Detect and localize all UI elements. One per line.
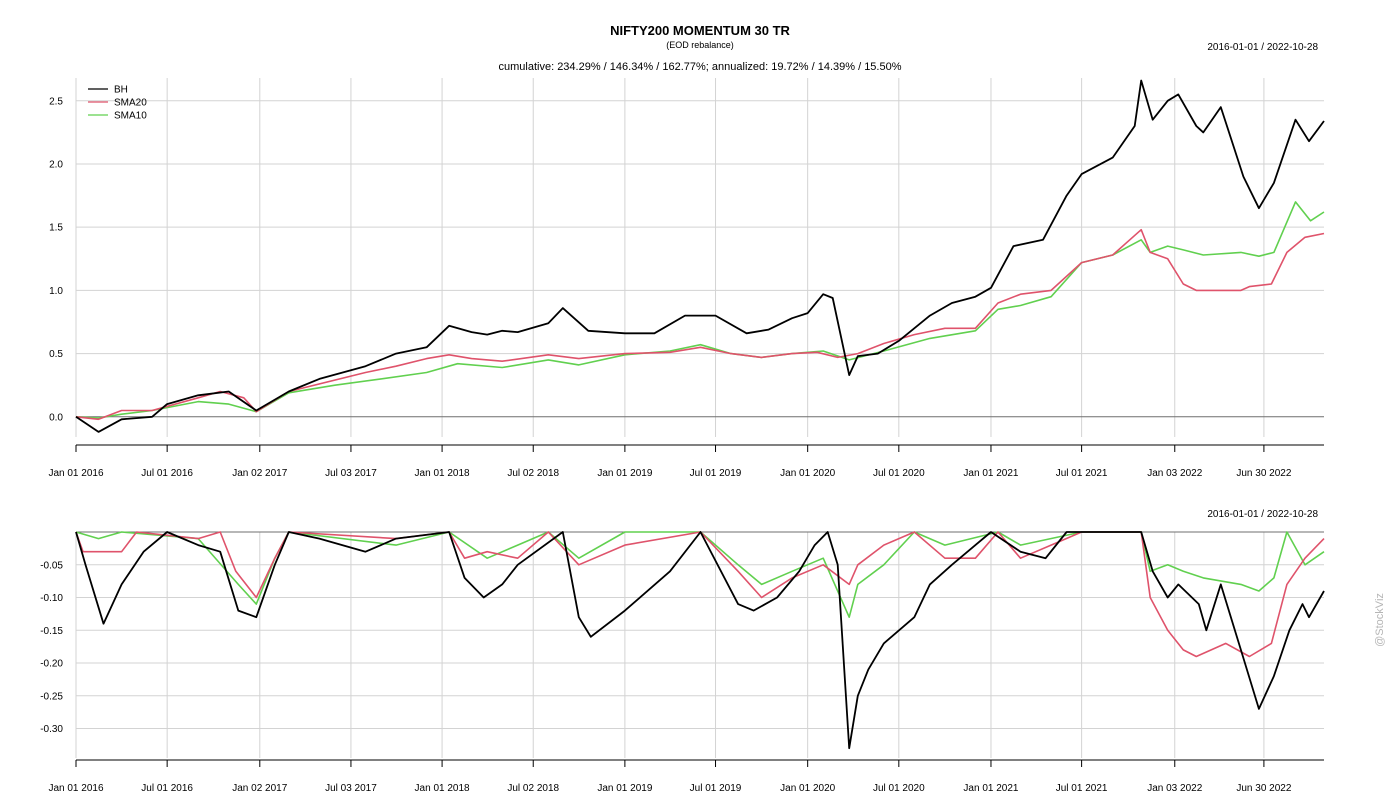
top-x-tick-label: Jul 01 2020 xyxy=(873,468,925,479)
performance-summary: cumulative: 234.29% / 146.34% / 162.77%;… xyxy=(499,61,902,73)
top-x-tick-label: Jan 01 2021 xyxy=(963,468,1018,479)
top-x-tick-label: Jan 02 2017 xyxy=(232,468,287,479)
bottom-y-tick-label: -0.15 xyxy=(40,626,63,637)
top-y-tick-label: 2.5 xyxy=(49,96,63,107)
date-range-bottom: 2016-01-01 / 2022-10-28 xyxy=(1207,509,1318,520)
top-y-tick-label: 0.0 xyxy=(49,412,63,423)
bottom-y-tick-label: -0.20 xyxy=(40,659,63,670)
chart-subtitle: (EOD rebalance) xyxy=(666,40,734,50)
bottom-x-tick-label: Jan 01 2020 xyxy=(780,783,835,794)
legend-label-bh: BH xyxy=(114,85,128,96)
top-x-tick-label: Jul 03 2017 xyxy=(325,468,377,479)
watermark: @StockViz xyxy=(1374,593,1386,647)
top-y-tick-label: 1.5 xyxy=(49,223,63,234)
bottom-x-tick-label: Jan 02 2017 xyxy=(232,783,287,794)
bottom-y-tick-label: -0.25 xyxy=(40,691,63,702)
top-series-sma20 xyxy=(75,228,1325,421)
bottom-x-tick-label: Jul 03 2017 xyxy=(325,783,377,794)
bottom-series-sma20 xyxy=(75,531,1325,658)
top-x-tick-label: Jun 30 2022 xyxy=(1236,468,1291,479)
bottom-x-tick-label: Jan 03 2022 xyxy=(1147,783,1202,794)
top-x-tick-label: Jul 02 2018 xyxy=(507,468,559,479)
top-x-tick-label: Jul 01 2016 xyxy=(141,468,193,479)
bottom-x-tick-label: Jun 30 2022 xyxy=(1236,783,1291,794)
bottom-x-tick-label: Jan 01 2019 xyxy=(597,783,652,794)
legend-label-sma20: SMA20 xyxy=(114,98,147,109)
bottom-y-tick-label: -0.05 xyxy=(40,560,63,571)
drawdown-panel: Jan 01 2016 Jul 01 2016 Jan 02 2017 Jul 03 … xyxy=(40,531,1325,794)
top-series-bh xyxy=(75,79,1325,433)
bottom-x-tick-label: Jul 01 2021 xyxy=(1056,783,1108,794)
top-y-tick-label: 2.0 xyxy=(49,159,63,170)
bottom-x-tick-label: Jan 01 2018 xyxy=(415,783,470,794)
date-range-top: 2016-01-01 / 2022-10-28 xyxy=(1207,42,1318,53)
bottom-x-tick-label: Jul 01 2020 xyxy=(873,783,925,794)
top-x-tick-label: Jan 01 2020 xyxy=(780,468,835,479)
bottom-x-tick-label: Jan 01 2016 xyxy=(48,783,103,794)
top-x-tick-label: Jan 01 2016 xyxy=(48,468,103,479)
top-x-tick-label: Jan 03 2022 xyxy=(1147,468,1202,479)
legend-label-sma10: SMA10 xyxy=(114,111,147,122)
top-x-tick-label: Jan 01 2018 xyxy=(415,468,470,479)
chart-title: NIFTY200 MOMENTUM 30 TR xyxy=(610,23,790,38)
bottom-x-tick-label: Jul 02 2018 xyxy=(507,783,559,794)
bottom-y-tick-label: -0.30 xyxy=(40,724,63,735)
bottom-series-sma10 xyxy=(75,531,1325,618)
bottom-series-bh xyxy=(75,531,1325,750)
top-x-tick-label: Jul 01 2021 xyxy=(1056,468,1108,479)
top-x-tick-label: Jan 01 2019 xyxy=(597,468,652,479)
legend: BH SMA20 SMA10 xyxy=(88,85,147,122)
bottom-x-tick-label: Jul 01 2016 xyxy=(141,783,193,794)
cumulative-returns-panel: Jan 01 2016 Jul 01 2016 Jan 02 2017 Jul 03 … xyxy=(48,78,1325,479)
top-x-tick-label: Jul 01 2019 xyxy=(690,468,742,479)
top-y-tick-label: 1.0 xyxy=(49,286,63,297)
bottom-x-tick-label: Jan 01 2021 xyxy=(963,783,1018,794)
top-y-tick-label: 0.5 xyxy=(49,349,63,360)
bottom-y-tick-label: -0.10 xyxy=(40,593,63,604)
bottom-x-tick-label: Jul 01 2019 xyxy=(690,783,742,794)
